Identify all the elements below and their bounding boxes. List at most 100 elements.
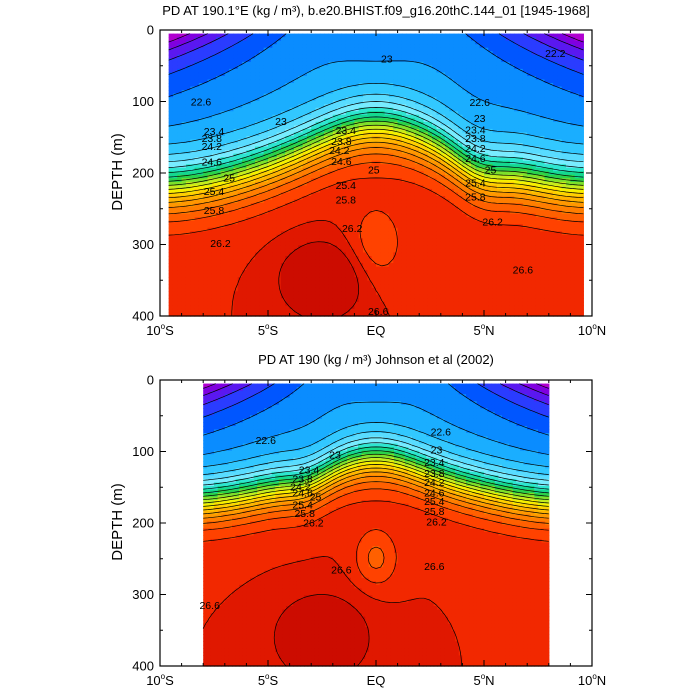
field-cell	[211, 171, 217, 176]
field-cell	[185, 188, 191, 194]
field-cell	[410, 37, 416, 42]
field-cell	[350, 287, 355, 292]
field-cell	[220, 164, 226, 169]
field-cell	[376, 107, 381, 112]
field-cell	[419, 203, 425, 208]
field-cell	[401, 238, 407, 243]
field-cell	[285, 206, 291, 211]
field-cell	[181, 185, 187, 190]
field-cell	[315, 227, 321, 232]
field-cell	[263, 252, 269, 257]
field-cell	[289, 37, 295, 42]
field-cell	[293, 118, 299, 123]
field-cell	[302, 171, 308, 176]
field-cell	[371, 277, 377, 282]
field-cell	[332, 72, 338, 77]
field-cell	[172, 231, 178, 236]
field-cell	[229, 61, 235, 66]
field-cell	[358, 255, 364, 261]
field-cell	[233, 259, 239, 264]
field-cell	[376, 277, 381, 282]
field-cell	[255, 167, 260, 172]
field-cell	[216, 68, 222, 74]
field-cell	[263, 248, 269, 254]
field-cell	[185, 298, 191, 303]
field-cell	[190, 128, 196, 134]
field-cell	[268, 128, 273, 134]
field-cell	[285, 83, 291, 88]
field-cell	[211, 206, 217, 211]
field-cell	[194, 121, 200, 126]
field-cell	[185, 284, 191, 289]
field-cell	[246, 192, 252, 197]
field-cell	[237, 277, 243, 282]
field-cell	[268, 40, 273, 45]
field-cell	[298, 259, 304, 264]
field-cell	[363, 33, 368, 38]
field-cell	[272, 178, 278, 183]
field-cell	[177, 68, 183, 74]
field-cell	[250, 181, 256, 186]
field-cell	[194, 47, 200, 52]
field-cell	[220, 132, 226, 137]
field-cell	[406, 294, 412, 299]
field-cell	[367, 143, 373, 148]
field-cell	[354, 97, 360, 102]
field-cell	[220, 75, 226, 81]
field-cell	[311, 157, 317, 162]
field-cell	[376, 280, 381, 285]
field-cell	[371, 203, 377, 208]
field-cell	[289, 277, 295, 282]
field-cell	[341, 308, 347, 314]
field-cell	[345, 287, 351, 292]
field-cell	[436, 37, 442, 42]
field-cell	[410, 305, 416, 310]
field-cell	[388, 294, 394, 299]
field-cell	[328, 255, 334, 261]
field-cell	[198, 234, 204, 239]
field-cell	[224, 100, 230, 105]
field-cell	[376, 178, 381, 183]
field-cell	[311, 210, 317, 215]
field-cell	[341, 107, 347, 112]
field-cell	[224, 90, 230, 95]
field-cell	[311, 146, 317, 151]
field-cell	[419, 79, 425, 84]
field-cell	[332, 308, 338, 314]
field-cell	[414, 79, 420, 84]
field-cell	[168, 33, 174, 38]
field-cell	[229, 83, 235, 88]
field-cell	[168, 195, 174, 201]
field-cell	[302, 118, 308, 123]
field-cell	[224, 121, 230, 126]
field-cell	[371, 44, 377, 49]
field-cell	[371, 72, 377, 77]
field-cell	[255, 298, 260, 303]
field-cell	[332, 206, 338, 211]
field-cell	[319, 33, 325, 38]
field-cell	[272, 90, 278, 95]
field-cell	[380, 252, 386, 257]
field-cell	[384, 203, 390, 208]
field-cell	[263, 75, 269, 81]
field-cell	[246, 305, 252, 310]
field-cell	[315, 270, 321, 275]
field-cell	[410, 104, 416, 109]
field-cell	[211, 33, 217, 38]
field-cell	[177, 305, 183, 310]
field-cell	[255, 111, 260, 116]
field-cell	[203, 227, 209, 232]
field-cell	[216, 255, 222, 261]
field-cell	[198, 266, 204, 271]
field-cell	[319, 97, 325, 102]
field-cell	[259, 79, 265, 84]
field-cell	[302, 139, 308, 144]
field-cell	[185, 132, 191, 137]
field-cell	[298, 192, 304, 197]
field-cell	[194, 178, 200, 183]
field-cell	[194, 135, 200, 141]
field-cell	[388, 104, 394, 109]
field-cell	[423, 178, 429, 183]
field-cell	[272, 287, 278, 292]
field-cell	[276, 47, 282, 52]
